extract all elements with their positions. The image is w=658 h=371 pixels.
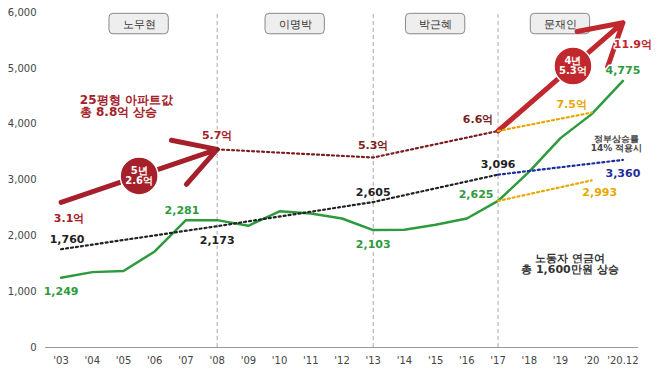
svg-text:2,103: 2,103 bbox=[356, 238, 391, 251]
svg-text:3,096: 3,096 bbox=[481, 158, 516, 171]
svg-text:5,000: 5,000 bbox=[8, 63, 37, 74]
svg-text:이명박: 이명박 bbox=[279, 18, 312, 31]
svg-text:박근혜: 박근혜 bbox=[419, 18, 452, 31]
svg-text:'04: '04 bbox=[85, 355, 100, 366]
svg-text:문재인: 문재인 bbox=[544, 18, 577, 31]
svg-text:'10: '10 bbox=[272, 355, 287, 366]
svg-text:2,000: 2,000 bbox=[8, 230, 37, 241]
svg-text:'16: '16 bbox=[459, 355, 474, 366]
svg-text:노동자 연금여총 1,600만원 상승: 노동자 연금여총 1,600만원 상승 bbox=[521, 252, 618, 276]
svg-text:'03: '03 bbox=[53, 355, 68, 366]
svg-text:'06: '06 bbox=[147, 355, 162, 366]
svg-text:1,760: 1,760 bbox=[50, 233, 85, 246]
svg-text:'07: '07 bbox=[178, 355, 193, 366]
svg-text:'19: '19 bbox=[553, 355, 568, 366]
svg-text:'15: '15 bbox=[428, 355, 443, 366]
svg-text:1,249: 1,249 bbox=[44, 285, 79, 298]
svg-text:2,281: 2,281 bbox=[165, 204, 200, 217]
svg-text:'20: '20 bbox=[584, 355, 599, 366]
svg-text:25평형 아파트값총 8.8억 상승: 25평형 아파트값총 8.8억 상승 bbox=[80, 93, 174, 119]
svg-text:'09: '09 bbox=[241, 355, 256, 366]
svg-text:4,000: 4,000 bbox=[8, 118, 37, 129]
svg-text:5.7억: 5.7억 bbox=[202, 129, 233, 142]
svg-text:'18: '18 bbox=[522, 355, 537, 366]
svg-text:4,775: 4,775 bbox=[605, 64, 640, 77]
svg-text:3,360: 3,360 bbox=[605, 167, 640, 180]
svg-text:2,173: 2,173 bbox=[200, 234, 235, 247]
svg-text:5년2.6억: 5년2.6억 bbox=[125, 165, 153, 186]
svg-text:'05: '05 bbox=[116, 355, 131, 366]
svg-text:'08: '08 bbox=[209, 355, 224, 366]
svg-text:'11: '11 bbox=[303, 355, 318, 366]
svg-text:4년5.3억: 4년5.3억 bbox=[559, 55, 587, 76]
svg-text:11.9억: 11.9억 bbox=[614, 38, 652, 51]
svg-text:0: 0 bbox=[30, 342, 36, 353]
svg-text:2,605: 2,605 bbox=[356, 186, 391, 199]
svg-text:'12: '12 bbox=[334, 355, 349, 366]
svg-text:7.5억: 7.5억 bbox=[556, 98, 587, 111]
svg-text:6,000: 6,000 bbox=[8, 7, 37, 18]
svg-text:1,000: 1,000 bbox=[8, 286, 37, 297]
svg-text:정부상승률14% 적용시: 정부상승률14% 적용시 bbox=[591, 134, 643, 153]
svg-text:노무현: 노무현 bbox=[123, 18, 156, 31]
svg-text:'20.12: '20.12 bbox=[607, 355, 638, 366]
svg-text:6.6억: 6.6억 bbox=[463, 112, 493, 125]
svg-text:2,993: 2,993 bbox=[582, 186, 617, 199]
svg-text:'14: '14 bbox=[397, 355, 412, 366]
svg-text:2,625: 2,625 bbox=[459, 188, 494, 201]
svg-text:3.1억: 3.1억 bbox=[54, 212, 85, 225]
svg-text:3,000: 3,000 bbox=[8, 174, 37, 185]
svg-text:'13: '13 bbox=[365, 355, 380, 366]
svg-text:'17: '17 bbox=[490, 355, 505, 366]
svg-text:5.3억: 5.3억 bbox=[358, 139, 389, 152]
